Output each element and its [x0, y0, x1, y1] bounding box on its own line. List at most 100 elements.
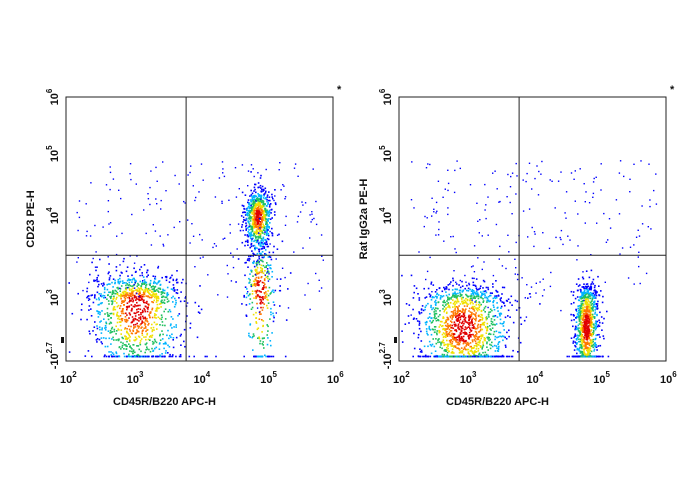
event-dot: [457, 347, 459, 349]
event-dot: [430, 306, 432, 309]
event-dot: [585, 320, 588, 322]
event-dot: [97, 285, 99, 288]
event-dot: [580, 327, 582, 329]
event-dot: [597, 275, 599, 278]
event-dot: [460, 297, 463, 299]
event-dot: [559, 236, 561, 239]
event-dot: [265, 227, 268, 229]
event-dot: [476, 355, 478, 358]
event-dot: [502, 339, 504, 342]
event-dot: [119, 264, 121, 266]
event-dot: [262, 260, 264, 263]
event-dot: [253, 219, 255, 221]
event-dot: [582, 291, 584, 294]
event-dot: [590, 288, 592, 291]
event-dot: [469, 299, 471, 302]
event-dot: [438, 228, 440, 231]
event-dot: [315, 200, 317, 203]
event-dot: [580, 329, 582, 332]
event-dot: [139, 316, 142, 318]
event-dot: [111, 352, 114, 354]
event-dot: [499, 318, 502, 321]
event-dot: [129, 279, 131, 282]
event-dot: [583, 183, 585, 185]
event-dot: [474, 301, 476, 303]
event-dot: [261, 231, 264, 234]
event-dot: [585, 301, 588, 304]
event-dot: [267, 337, 269, 339]
event-dot: [487, 336, 489, 339]
event-dot: [589, 341, 591, 344]
event-dot: [595, 303, 598, 305]
event-dot: [539, 303, 541, 305]
event-dot: [146, 329, 148, 331]
event-dot: [413, 347, 416, 350]
event-dot: [118, 329, 120, 331]
event-dot: [106, 298, 108, 300]
event-dot: [491, 309, 493, 312]
event-dot: [443, 240, 445, 242]
event-dot: [474, 322, 476, 325]
event-dot: [574, 355, 576, 358]
event-dot: [88, 295, 90, 297]
event-dot: [145, 232, 147, 235]
event-dot: [457, 308, 459, 311]
event-dot: [478, 353, 480, 356]
event-dot: [165, 296, 168, 299]
event-dot: [128, 353, 130, 356]
event-dot: [432, 307, 435, 309]
event-dot: [248, 225, 251, 227]
event-dot: [444, 334, 447, 337]
event-dot: [121, 280, 124, 282]
event-dot: [160, 318, 163, 321]
event-dot: [124, 328, 126, 330]
event-dot: [88, 309, 90, 311]
event-dot: [257, 236, 260, 239]
event-dot: [125, 293, 127, 295]
event-dot: [256, 247, 258, 249]
event-dot: [125, 288, 128, 291]
event-dot: [151, 329, 154, 331]
events-layer: [401, 160, 658, 358]
event-dot: [582, 277, 585, 280]
event-dot: [485, 326, 487, 329]
event-dot: [540, 173, 542, 175]
event-dot: [112, 298, 114, 300]
event-dot: [176, 278, 178, 281]
event-dot: [134, 351, 136, 354]
event-dot: [156, 299, 158, 302]
event-dot: [586, 293, 588, 295]
event-dot: [446, 311, 448, 314]
event-dot: [133, 294, 136, 297]
event-dot: [434, 317, 437, 320]
event-dot: [581, 335, 583, 338]
event-dot: [426, 332, 428, 335]
event-dot: [477, 220, 479, 222]
event-dot: [596, 303, 599, 305]
event-dot: [247, 206, 250, 208]
event-dot: [578, 315, 581, 318]
event-dot: [599, 321, 601, 324]
event-dot: [250, 203, 253, 206]
event-dot: [230, 280, 233, 282]
event-dot: [590, 269, 593, 272]
event-dot: [266, 245, 269, 248]
event-dot: [108, 323, 111, 325]
event-dot: [157, 287, 160, 290]
event-dot: [443, 322, 446, 324]
event-dot: [450, 343, 452, 346]
event-dot: [162, 295, 165, 298]
event-dot: [484, 296, 486, 299]
event-dot: [473, 336, 476, 338]
event-dot: [257, 193, 259, 195]
event-dot: [121, 312, 123, 315]
event-dot: [600, 316, 603, 318]
event-dot: [77, 292, 79, 295]
event-dot: [262, 215, 265, 218]
event-dot: [246, 213, 248, 215]
event-dot: [154, 347, 156, 350]
event-dot: [252, 168, 254, 170]
event-dot: [134, 323, 137, 326]
event-dot: [589, 295, 591, 297]
event-dot: [119, 324, 122, 327]
